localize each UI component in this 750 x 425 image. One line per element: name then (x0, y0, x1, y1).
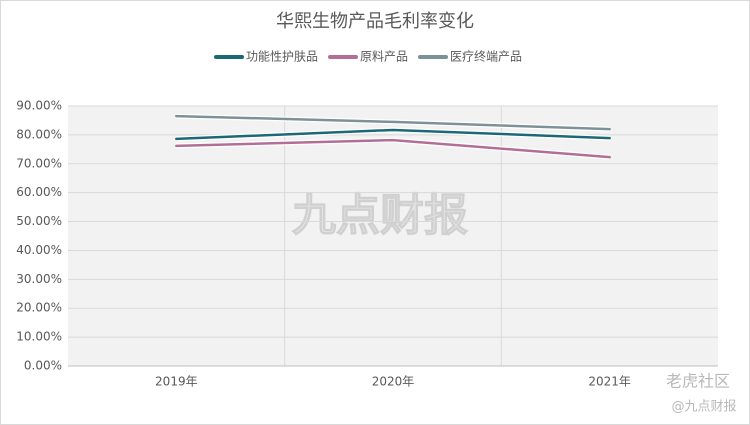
y-tick-label: 60.00% (16, 185, 62, 199)
y-tick-label: 10.00% (16, 330, 62, 344)
y-tick-label: 90.00% (16, 99, 62, 113)
y-tick-label: 0.00% (24, 359, 62, 373)
plot-area (68, 106, 718, 366)
plot: 0.00% 10.00% 20.00% 30.00% 40.00% 50.00% 60.00… (16, 49, 718, 389)
y-tick-label: 30.00% (16, 272, 62, 286)
chart-title: 华熙生物产品毛利率变化 (276, 11, 474, 32)
series-line (175, 114, 611, 131)
y-tick-label: 70.00% (16, 156, 62, 170)
y-tick-label: 50.00% (16, 214, 62, 228)
legend-label: 功能性护肤品 (246, 49, 318, 64)
watermark: @九点财报 (671, 400, 736, 415)
y-tick-label: 40.00% (16, 243, 62, 257)
legend-label: 原料产品 (360, 50, 408, 64)
y-tick-label: 80.00% (16, 127, 62, 141)
y-tick-label: 20.00% (16, 301, 62, 315)
series-line (175, 138, 611, 159)
legend-label: 医疗终端产品 (450, 49, 522, 64)
x-tick-label: 2019年 (155, 375, 198, 389)
x-tick-label: 2021年 (588, 375, 631, 389)
series-line (175, 128, 611, 141)
watermark: 九点财报 (292, 190, 468, 241)
x-tick-label: 2020年 (372, 375, 415, 389)
watermark: 老虎社区 (666, 372, 730, 391)
